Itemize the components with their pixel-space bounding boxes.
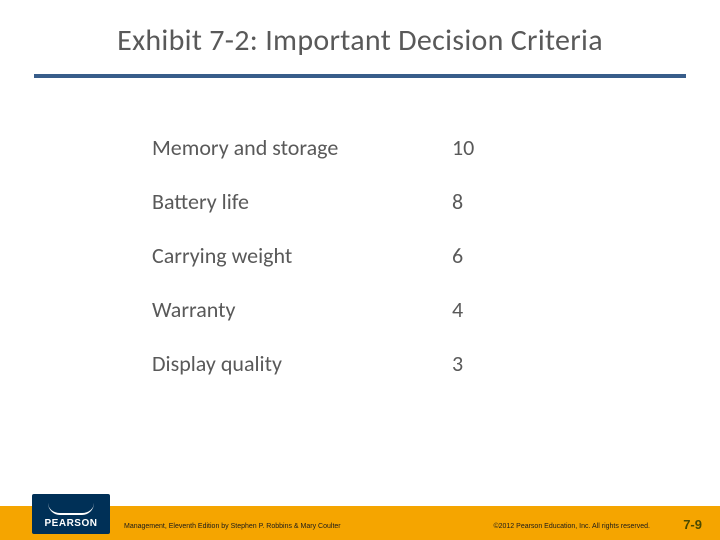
criteria-value: 8 [452, 188, 502, 215]
criteria-label: Memory and storage [152, 134, 452, 161]
criteria-table: Memory and storage 10 Battery life 8 Car… [152, 120, 502, 390]
footer-copyright: ©2012 Pearson Education, Inc. All rights… [493, 523, 650, 530]
footer-attribution: Management, Eleventh Edition by Stephen … [124, 523, 341, 530]
criteria-label: Warranty [152, 296, 452, 323]
criteria-label: Battery life [152, 188, 452, 215]
table-row: Display quality 3 [152, 336, 502, 390]
table-row: Carrying weight 6 [152, 228, 502, 282]
logo-text: PEARSON [45, 518, 98, 529]
page-number: 7-9 [683, 517, 702, 532]
slide-title: Exhibit 7-2: Important Decision Criteria [0, 22, 720, 59]
slide: Exhibit 7-2: Important Decision Criteria… [0, 0, 720, 540]
logo-arc-icon [48, 503, 94, 515]
pearson-logo: PEARSON [32, 494, 110, 534]
criteria-value: 10 [452, 134, 502, 161]
criteria-value: 3 [452, 350, 502, 377]
table-row: Battery life 8 [152, 174, 502, 228]
title-underline [34, 74, 686, 78]
table-row: Memory and storage 10 [152, 120, 502, 174]
criteria-label: Carrying weight [152, 242, 452, 269]
table-row: Warranty 4 [152, 282, 502, 336]
criteria-value: 6 [452, 242, 502, 269]
criteria-value: 4 [452, 296, 502, 323]
criteria-label: Display quality [152, 350, 452, 377]
